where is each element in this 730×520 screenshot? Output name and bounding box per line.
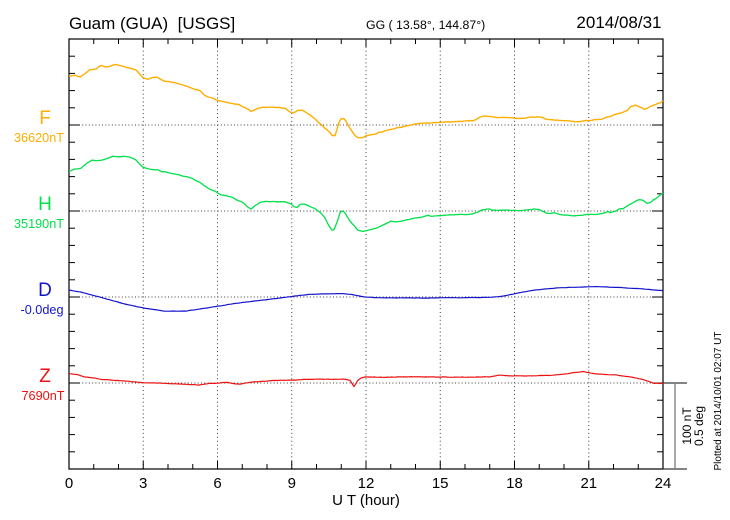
svg-text:21: 21	[580, 475, 597, 492]
svg-text:35190nT: 35190nT	[14, 217, 64, 231]
svg-text:3: 3	[139, 475, 147, 492]
svg-text:15: 15	[432, 475, 449, 492]
svg-text:100 nT: 100 nT	[680, 407, 694, 445]
svg-text:H: H	[38, 194, 52, 215]
svg-text:24: 24	[655, 475, 672, 492]
svg-text:6: 6	[213, 475, 221, 492]
svg-text:F: F	[39, 108, 51, 129]
svg-text:Z: Z	[39, 366, 51, 387]
svg-text:D: D	[38, 280, 52, 301]
svg-text:-0.0deg: -0.0deg	[20, 303, 63, 317]
svg-text:Guam (GUA) [USGS]: Guam (GUA) [USGS]	[69, 14, 235, 33]
svg-text:U T (hour): U T (hour)	[332, 492, 400, 509]
svg-text:0.5 deg: 0.5 deg	[692, 406, 706, 446]
svg-text:2014/08/31: 2014/08/31	[576, 13, 661, 32]
svg-text:12: 12	[358, 475, 375, 492]
svg-text:0: 0	[65, 475, 73, 492]
svg-text:18: 18	[506, 475, 523, 492]
svg-text:36620nT: 36620nT	[14, 131, 64, 145]
svg-text:9: 9	[288, 475, 296, 492]
svg-text:7690nT: 7690nT	[21, 389, 64, 403]
svg-text:Plotted at 2014/10/01 02:07 UT: Plotted at 2014/10/01 02:07 UT	[713, 332, 724, 471]
svg-text:GG ( 13.58°, 144.87°): GG ( 13.58°, 144.87°)	[366, 18, 485, 32]
